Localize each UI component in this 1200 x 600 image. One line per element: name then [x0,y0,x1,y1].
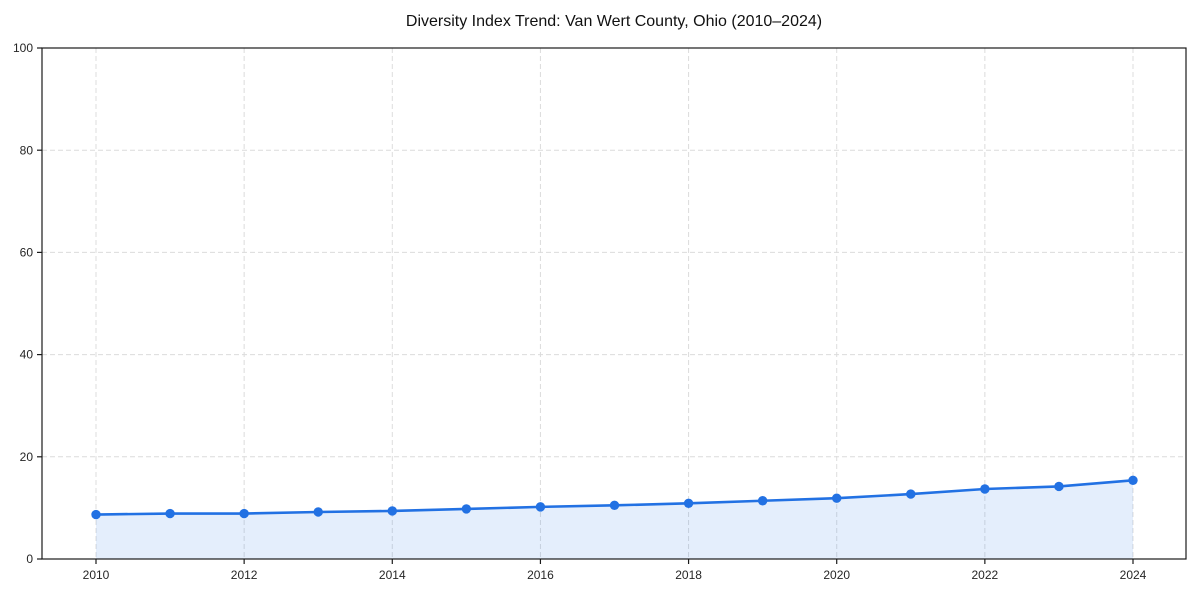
data-point-2014 [387,506,397,516]
x-tick-label: 2016 [527,568,554,582]
data-point-2018 [683,498,694,509]
x-tick-label: 2010 [83,568,110,582]
y-tick-label: 40 [20,348,34,362]
data-point-2021 [906,489,916,499]
y-tick-label: 60 [20,245,34,259]
x-tick-label: 2012 [231,568,258,582]
data-point-2012 [239,508,249,519]
data-point-2017 [609,500,620,511]
data-point-2022 [980,484,990,494]
y-tick-label: 80 [20,143,34,157]
y-tick-labels: 0 20 40 60 80 100 [13,41,33,566]
data-point-2020 [832,493,842,503]
chart-title: Diversity Index Trend: Van Wert County, … [405,13,823,30]
x-tick-labels: 2010 2012 2014 2016 2018 2020 2022 2024 [83,568,1147,582]
data-point-2016 [535,502,546,512]
y-tick-label: 0 [26,552,33,566]
y-tick-label: 100 [13,41,33,55]
x-tick-label: 2020 [823,568,850,582]
x-tick-label: 2014 [379,568,406,582]
data-point-2011 [165,508,175,519]
x-tick-label: 2018 [675,568,702,582]
data-point-2023 [1054,481,1064,492]
y-tick-label: 20 [20,450,34,464]
data-point-2015 [461,504,472,514]
x-tick-label: 2024 [1120,568,1147,582]
data-point-2010 [91,509,101,520]
x-tick-label: 2022 [972,568,999,582]
tick-marks [37,47,1134,564]
gridlines [42,48,1186,559]
plot-frame [41,47,1187,560]
data-point-2024 [1128,475,1138,486]
data-point-2013 [313,507,323,517]
data-point-2019 [757,496,768,506]
area-fill [96,480,1133,559]
data-points [91,475,1138,520]
